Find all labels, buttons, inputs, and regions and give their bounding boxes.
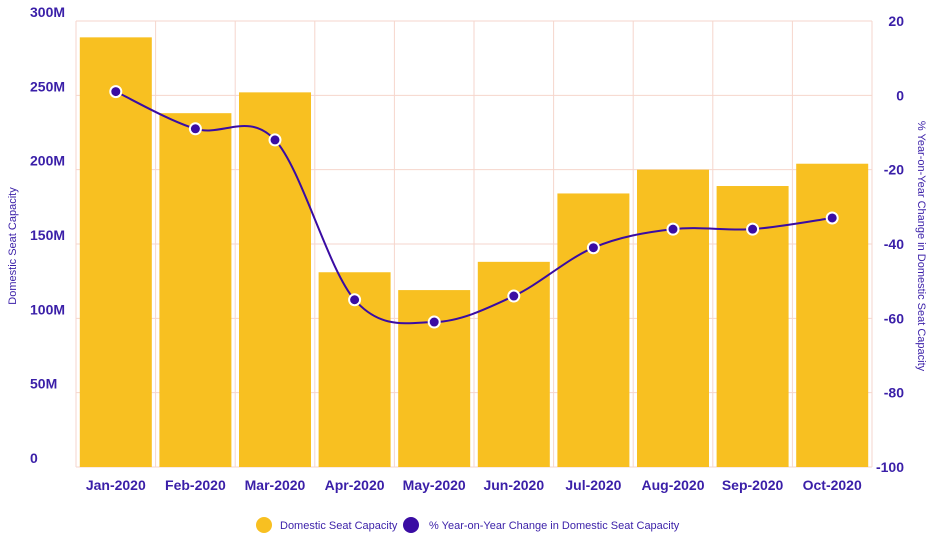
- right-tick-label: -40: [884, 236, 904, 252]
- point-feb-2020[interactable]: [188, 122, 202, 136]
- legend-swatch-bar: [256, 517, 272, 533]
- x-tick-label: Mar-2020: [245, 477, 306, 493]
- right-axis-title: % Year-on-Year Change in Domestic Seat C…: [915, 121, 927, 372]
- bar-aug-2020[interactable]: [637, 169, 709, 467]
- legend-swatch-line: [403, 517, 419, 533]
- x-tick-label: Feb-2020: [165, 477, 226, 493]
- right-axis-ticks: -100 -80 -60 -40 -20 0 20: [876, 13, 904, 475]
- point-jan-2020[interactable]: [109, 85, 123, 99]
- bar-series-domestic-seat-capacity: [79, 37, 869, 468]
- point-jul-2020[interactable]: [586, 241, 600, 255]
- legend-label-yoy-change: % Year-on-Year Change in Domestic Seat C…: [429, 520, 680, 532]
- bar-oct-2020[interactable]: [796, 163, 869, 467]
- legend-item-yoy-change[interactable]: % Year-on-Year Change in Domestic Seat C…: [403, 517, 680, 533]
- left-tick-label: 200M: [30, 153, 65, 169]
- line-series-yoy-change: [115, 90, 833, 325]
- legend-item-seat-capacity[interactable]: Domestic Seat Capacity: [256, 517, 398, 533]
- right-tick-label: -60: [884, 310, 904, 326]
- x-tick-label: Jun-2020: [483, 477, 544, 493]
- bar-jul-2020[interactable]: [557, 193, 630, 467]
- left-tick-label: 0: [30, 450, 38, 466]
- point-apr-2020[interactable]: [348, 293, 362, 307]
- left-axis-title: Domestic Seat Capacity: [7, 187, 19, 305]
- x-tick-label: May-2020: [403, 477, 466, 493]
- x-tick-label: Oct-2020: [803, 477, 862, 493]
- x-tick-label: Jan-2020: [86, 477, 146, 493]
- left-tick-label: 150M: [30, 227, 65, 243]
- right-tick-label: -80: [884, 385, 904, 401]
- left-tick-label: 50M: [30, 376, 57, 392]
- yoy-change-points: [109, 85, 839, 329]
- right-tick-label: -20: [884, 162, 904, 178]
- x-tick-label: Jul-2020: [565, 477, 621, 493]
- point-mar-2020[interactable]: [268, 133, 282, 147]
- point-aug-2020[interactable]: [666, 222, 680, 236]
- point-oct-2020[interactable]: [825, 211, 839, 225]
- bar-mar-2020[interactable]: [239, 92, 311, 468]
- grid-lines: [75, 20, 873, 468]
- bar-feb-2020[interactable]: [159, 113, 232, 467]
- yoy-change-line: [115, 90, 833, 325]
- legend-label-seat-capacity: Domestic Seat Capacity: [280, 520, 398, 532]
- point-jun-2020[interactable]: [507, 289, 521, 303]
- x-tick-label: Apr-2020: [325, 477, 385, 493]
- x-tick-label: Sep-2020: [722, 477, 784, 493]
- x-axis-ticks: Jan-2020 Feb-2020 Mar-2020 Apr-2020 May-2020…: [86, 477, 862, 493]
- bar-jan-2020[interactable]: [79, 37, 152, 467]
- left-tick-label: 100M: [30, 301, 65, 317]
- right-tick-label: 20: [888, 13, 904, 29]
- left-axis-ticks: 0 50M 100M 150M 200M 250M 300M: [30, 4, 65, 466]
- point-may-2020[interactable]: [427, 315, 441, 329]
- left-tick-label: 300M: [30, 4, 65, 20]
- left-tick-label: 250M: [30, 78, 65, 94]
- right-tick-label: 0: [896, 87, 904, 103]
- x-tick-label: Aug-2020: [641, 477, 704, 493]
- legend: Domestic Seat Capacity % Year-on-Year Ch…: [256, 517, 680, 533]
- right-tick-label: -100: [876, 459, 904, 475]
- point-sep-2020[interactable]: [746, 222, 760, 236]
